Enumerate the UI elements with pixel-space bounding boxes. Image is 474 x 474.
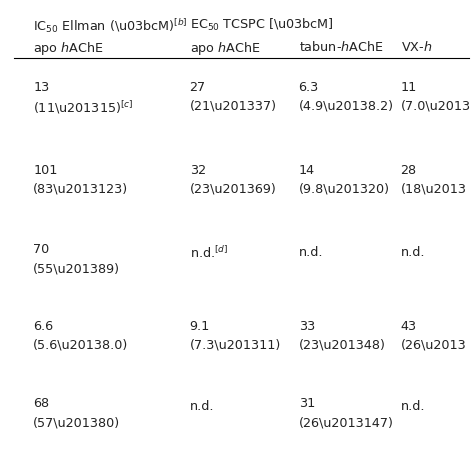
Text: 68: 68 [33, 397, 49, 410]
Text: (4.9\u20138.2): (4.9\u20138.2) [299, 100, 393, 112]
Text: 70: 70 [33, 243, 49, 256]
Text: 27: 27 [190, 81, 206, 93]
Text: (26\u2013: (26\u2013 [401, 339, 466, 352]
Text: IC$_{50}$ Ellman (\u03bcM)$^{[b]}$: IC$_{50}$ Ellman (\u03bcM)$^{[b]}$ [33, 17, 188, 35]
Text: 13: 13 [33, 81, 49, 93]
Text: 33: 33 [299, 320, 315, 333]
Text: (21\u201337): (21\u201337) [190, 100, 277, 112]
Text: 101: 101 [33, 164, 57, 176]
Text: (26\u2013147): (26\u2013147) [299, 416, 393, 429]
Text: (7.3\u201311): (7.3\u201311) [190, 339, 281, 352]
Text: EC$_{50}$ TCSPC [\u03bcM]: EC$_{50}$ TCSPC [\u03bcM] [190, 17, 334, 33]
Text: 6.3: 6.3 [299, 81, 319, 93]
Text: tabun-$\it{h}$AChE: tabun-$\it{h}$AChE [299, 40, 383, 55]
Text: n.d.: n.d. [401, 400, 425, 413]
Text: 43: 43 [401, 320, 417, 333]
Text: 6.6: 6.6 [33, 320, 53, 333]
Text: 28: 28 [401, 164, 417, 176]
Text: (23\u201369): (23\u201369) [190, 182, 276, 195]
Text: n.d.$^{[d]}$: n.d.$^{[d]}$ [190, 245, 228, 261]
Text: n.d.: n.d. [190, 400, 214, 413]
Text: (83\u2013123): (83\u2013123) [33, 182, 128, 195]
Text: apo $\it{h}$AChE: apo $\it{h}$AChE [33, 40, 104, 57]
Text: 109: 109 [33, 473, 57, 474]
Text: n.d.: n.d. [299, 246, 323, 259]
Text: 32: 32 [190, 164, 206, 176]
Text: VX-$\it{h}$: VX-$\it{h}$ [401, 40, 432, 55]
Text: 14: 14 [299, 164, 315, 176]
Text: (23\u201348): (23\u201348) [299, 339, 385, 352]
Text: 31: 31 [299, 397, 315, 410]
Text: (9.8\u201320): (9.8\u201320) [299, 182, 390, 195]
Text: (55\u201389): (55\u201389) [33, 262, 120, 275]
Text: apo $\it{h}$AChE: apo $\it{h}$AChE [190, 40, 260, 57]
Text: 11: 11 [401, 81, 417, 93]
Text: (57\u201380): (57\u201380) [33, 416, 120, 429]
Text: (11\u201315)$^{[c]}$: (11\u201315)$^{[c]}$ [33, 100, 134, 117]
Text: (7.0\u2013: (7.0\u2013 [401, 100, 471, 112]
Text: (18\u2013: (18\u2013 [401, 182, 466, 195]
Text: 9.1: 9.1 [190, 320, 210, 333]
Text: n.d.: n.d. [401, 246, 425, 259]
Text: (5.6\u20138.0): (5.6\u20138.0) [33, 339, 128, 352]
